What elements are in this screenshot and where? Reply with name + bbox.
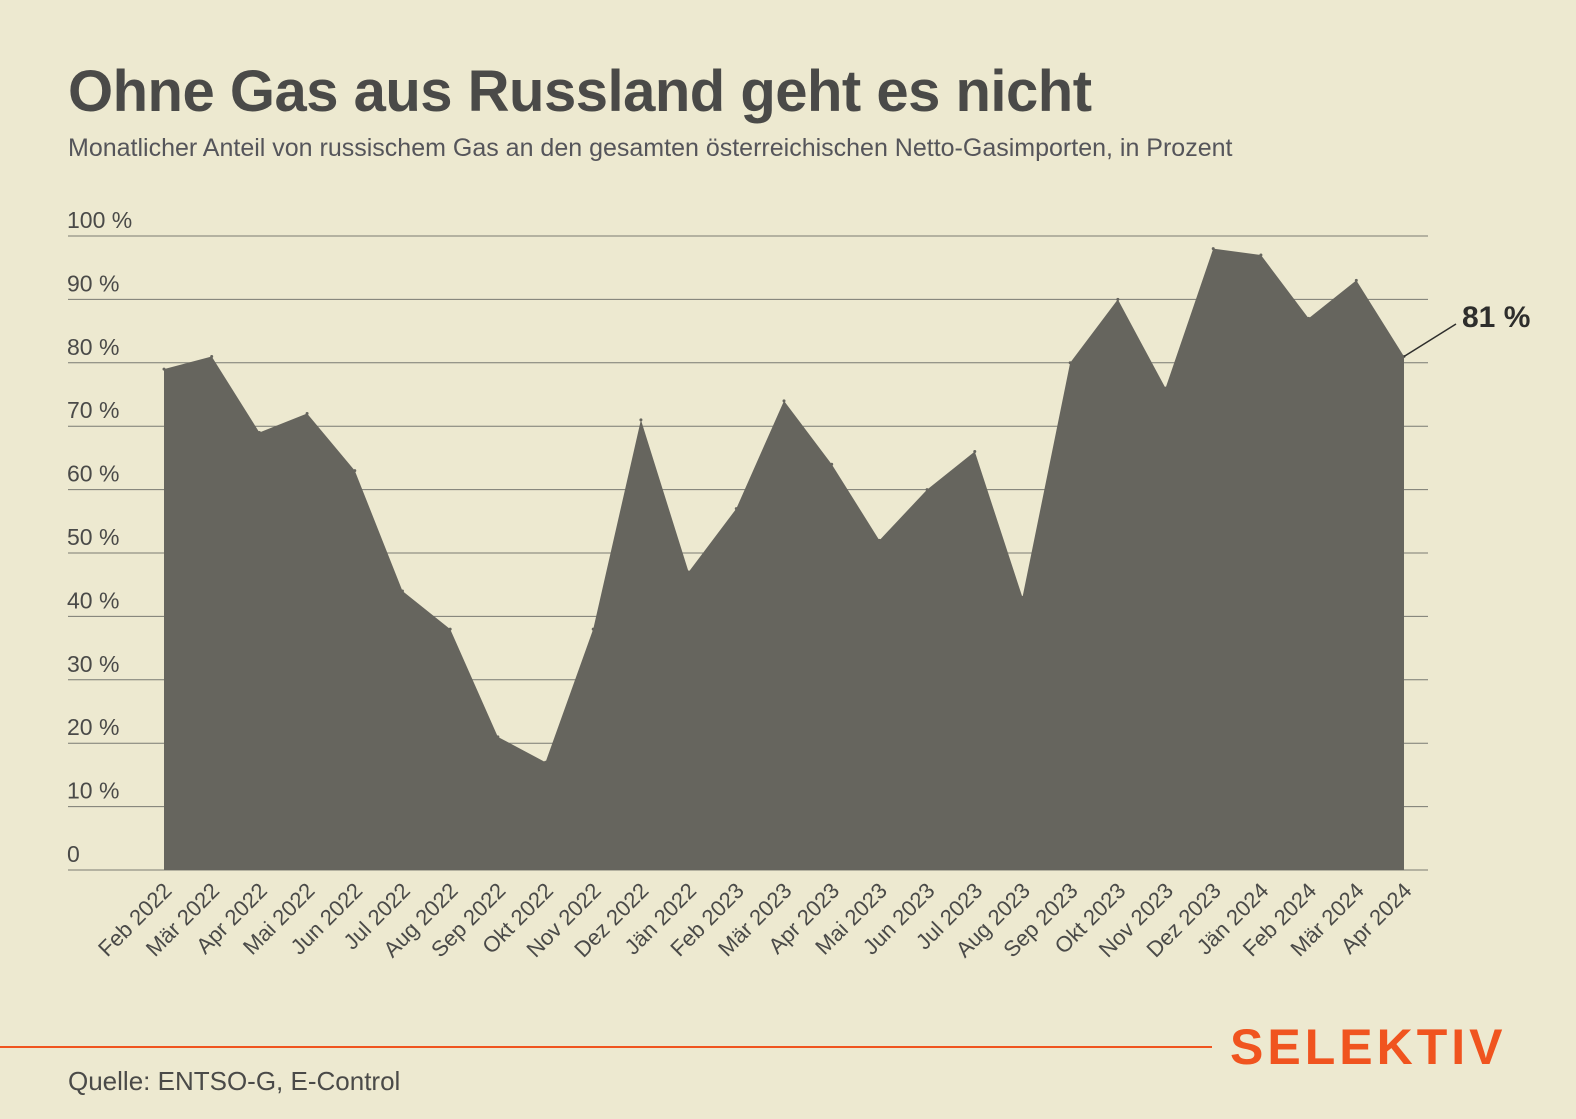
selektiv-logo: SELEKTIV	[1230, 1019, 1507, 1075]
y-tick-label-100: 100 %	[67, 207, 132, 233]
data-point-7	[496, 735, 500, 739]
area-fill	[164, 248, 1404, 870]
data-point-23	[1259, 253, 1263, 257]
data-point-3	[305, 412, 309, 416]
annotation-leader-line	[1403, 323, 1457, 358]
annotation-label: 81 %	[1462, 301, 1530, 334]
data-point-18	[1020, 595, 1024, 599]
y-axis-tick-labels: 0 10 % 20 % 30 % 40 % 50 % 60 % 70 % 80 % 90 % 100…	[67, 207, 132, 867]
footer-divider	[0, 1046, 1212, 1048]
y-tick-label-60: 60 %	[67, 461, 119, 487]
area-chart: 0 10 % 20 % 30 % 40 % 50 % 60 % 70 % 80 % 90 % 100…	[67, 207, 1530, 962]
data-point-5	[400, 589, 404, 593]
chart-title: Ohne Gas aus Russland geht es nicht	[68, 59, 1092, 124]
data-point-4	[353, 469, 357, 473]
y-tick-label-20: 20 %	[67, 714, 119, 740]
data-point-22	[1211, 247, 1215, 251]
data-point-6	[448, 627, 452, 631]
y-tick-label-70: 70 %	[67, 397, 119, 423]
data-point-20	[1116, 297, 1120, 301]
data-point-25	[1354, 278, 1358, 282]
data-point-14	[830, 462, 834, 466]
data-point-24	[1307, 316, 1311, 320]
data-point-10	[639, 418, 643, 422]
data-point-0	[162, 367, 166, 371]
data-point-13	[782, 399, 786, 403]
y-tick-label-40: 40 %	[67, 587, 119, 613]
y-tick-label-30: 30 %	[67, 651, 119, 677]
annotations: 81 %	[1403, 301, 1530, 358]
data-point-12	[734, 507, 738, 511]
y-tick-label-90: 90 %	[67, 270, 119, 296]
data-point-11	[687, 570, 691, 574]
y-tick-label-10: 10 %	[67, 778, 119, 804]
data-point-15	[877, 538, 881, 542]
source-note: Quelle: ENTSO-G, E-Control	[68, 1066, 401, 1096]
y-tick-label-0: 0	[67, 841, 80, 867]
data-point-21	[1164, 386, 1168, 390]
data-point-8	[544, 760, 548, 764]
chart-subtitle: Monatlicher Anteil von russischem Gas an…	[68, 134, 1233, 162]
data-point-1	[210, 354, 214, 358]
data-point-16	[925, 488, 929, 492]
y-tick-label-80: 80 %	[67, 334, 119, 360]
data-point-17	[973, 450, 977, 454]
data-point-9	[591, 627, 595, 631]
data-point-19	[1068, 361, 1072, 365]
y-tick-label-50: 50 %	[67, 524, 119, 550]
data-point-2	[257, 431, 261, 435]
area-series	[162, 247, 1406, 870]
